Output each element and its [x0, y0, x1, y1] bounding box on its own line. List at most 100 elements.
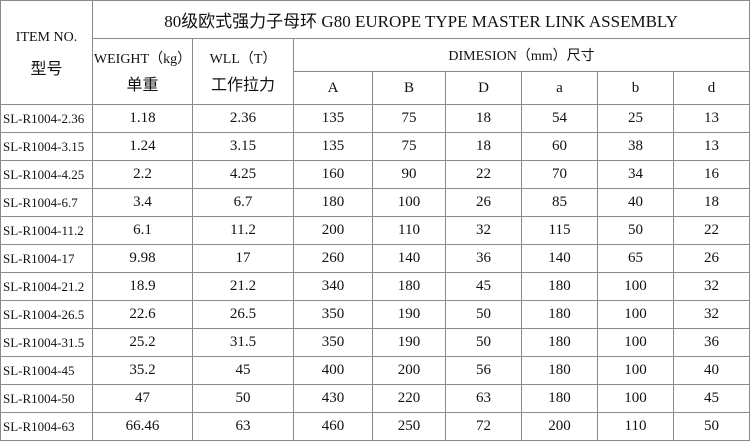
weight-cell: 22.6 [92, 300, 193, 329]
weight-cell: 35.2 [92, 356, 193, 385]
dim-b-cell: 38 [597, 132, 674, 161]
table-row: SL-R1004-2.36 1.18 2.36 135 75 18 54 25 13 [0, 104, 750, 133]
weight-cell: 2.2 [92, 160, 193, 189]
dim-D-cell: 22 [445, 160, 522, 189]
item-no-cell: SL-R1004-63 [0, 412, 93, 441]
table-row: SL-R1004-21.2 18.9 21.2 340 180 45 180 100 32 [0, 272, 750, 301]
dim-B-cell: 90 [372, 160, 446, 189]
dim-B-cell: 75 [372, 104, 446, 133]
dim-a-cell: 180 [521, 328, 598, 357]
wll-cell: 26.5 [192, 300, 294, 329]
dim-d-cell: 40 [672, 356, 750, 385]
dim-b-cell: 100 [597, 300, 674, 329]
weight-header-en: WEIGHT（kg） [93, 51, 192, 67]
wll-cell: 6.7 [192, 188, 294, 217]
dim-A-cell: 180 [293, 188, 373, 217]
dim-d-cell: 32 [672, 300, 750, 329]
item-header-en: ITEM NO. [15, 29, 78, 45]
dim-A-cell: 160 [293, 160, 373, 189]
dim-a-cell: 70 [521, 160, 598, 189]
dim-D-cell: 50 [445, 300, 522, 329]
dim-D-cell: 45 [445, 272, 522, 301]
dim-header-A: A [293, 71, 373, 105]
dim-b-cell: 100 [597, 384, 674, 413]
dim-header-d: d [672, 71, 750, 105]
dim-D-cell: 18 [445, 132, 522, 161]
dim-D-cell: 26 [445, 188, 522, 217]
dim-A-cell: 350 [293, 300, 373, 329]
wll-cell: 3.15 [192, 132, 294, 161]
dim-B-cell: 190 [372, 300, 446, 329]
dim-d-cell: 13 [672, 132, 750, 161]
wll-header-cn: 工作拉力 [210, 76, 275, 94]
item-no-cell: SL-R1004-31.5 [0, 328, 93, 357]
dim-D-cell: 72 [445, 412, 522, 441]
wll-cell: 50 [192, 384, 294, 413]
dim-A-cell: 135 [293, 104, 373, 133]
table-row: SL-R1004-45 35.2 45 400 200 56 180 100 40 [0, 356, 750, 385]
dim-D-cell: 36 [445, 244, 522, 273]
table-row: SL-R1004-63 66.46 63 460 250 72 200 110 50 [0, 412, 750, 441]
dim-A-cell: 430 [293, 384, 373, 413]
dim-b-cell: 100 [597, 272, 674, 301]
dim-d-cell: 13 [672, 104, 750, 133]
dim-B-cell: 190 [372, 328, 446, 357]
weight-cell: 25.2 [92, 328, 193, 357]
item-no-cell: SL-R1004-50 [0, 384, 93, 413]
dim-d-cell: 18 [672, 188, 750, 217]
wll-header-en: WLL（T） [209, 51, 277, 67]
item-no-cell: SL-R1004-17 [0, 244, 93, 273]
item-no-cell: SL-R1004-26.5 [0, 300, 93, 329]
dim-A-cell: 400 [293, 356, 373, 385]
table-row: SL-R1004-26.5 22.6 26.5 350 190 50 180 100 32 [0, 300, 750, 329]
dim-d-cell: 26 [672, 244, 750, 273]
dim-B-cell: 180 [372, 272, 446, 301]
wll-cell: 31.5 [192, 328, 294, 357]
weight-cell: 6.1 [92, 216, 193, 245]
dim-D-cell: 32 [445, 216, 522, 245]
dim-d-cell: 32 [672, 272, 750, 301]
item-no-cell: SL-R1004-3.15 [0, 132, 93, 161]
dim-b-cell: 100 [597, 356, 674, 385]
item-no-cell: SL-R1004-45 [0, 356, 93, 385]
dim-B-cell: 100 [372, 188, 446, 217]
dim-header-B: B [372, 71, 446, 105]
dim-a-cell: 115 [521, 216, 598, 245]
weight-cell: 47 [92, 384, 193, 413]
table-row: SL-R1004-17 9.98 17 260 140 36 140 65 26 [0, 244, 750, 273]
dim-d-cell: 50 [672, 412, 750, 441]
dim-d-cell: 16 [672, 160, 750, 189]
wll-cell: 63 [192, 412, 294, 441]
item-no-cell: SL-R1004-11.2 [0, 216, 93, 245]
weight-cell: 66.46 [92, 412, 193, 441]
dim-A-cell: 460 [293, 412, 373, 441]
dim-a-cell: 180 [521, 384, 598, 413]
dim-a-cell: 180 [521, 300, 598, 329]
dim-header-b: b [597, 71, 674, 105]
wll-cell: 11.2 [192, 216, 294, 245]
item-no-cell: SL-R1004-21.2 [0, 272, 93, 301]
dim-a-cell: 54 [521, 104, 598, 133]
wll-cell: 2.36 [192, 104, 294, 133]
dim-D-cell: 18 [445, 104, 522, 133]
wll-cell: 45 [192, 356, 294, 385]
dim-d-cell: 45 [672, 384, 750, 413]
wll-cell: 21.2 [192, 272, 294, 301]
dim-b-cell: 65 [597, 244, 674, 273]
dim-d-cell: 36 [672, 328, 750, 357]
dim-A-cell: 260 [293, 244, 373, 273]
table-row: SL-R1004-3.15 1.24 3.15 135 75 18 60 38 13 [0, 132, 750, 161]
dim-D-cell: 63 [445, 384, 522, 413]
dim-b-cell: 25 [597, 104, 674, 133]
dim-a-cell: 180 [521, 356, 598, 385]
dim-a-cell: 180 [521, 272, 598, 301]
dim-A-cell: 340 [293, 272, 373, 301]
dim-a-cell: 200 [521, 412, 598, 441]
item-no-cell: SL-R1004-2.36 [0, 104, 93, 133]
table-row: SL-R1004-6.7 3.4 6.7 180 100 26 85 40 18 [0, 188, 750, 217]
dim-B-cell: 75 [372, 132, 446, 161]
item-no-cell: SL-R1004-6.7 [0, 188, 93, 217]
table-row: SL-R1004-4.25 2.2 4.25 160 90 22 70 34 16 [0, 160, 750, 189]
item-no-cell: SL-R1004-4.25 [0, 160, 93, 189]
